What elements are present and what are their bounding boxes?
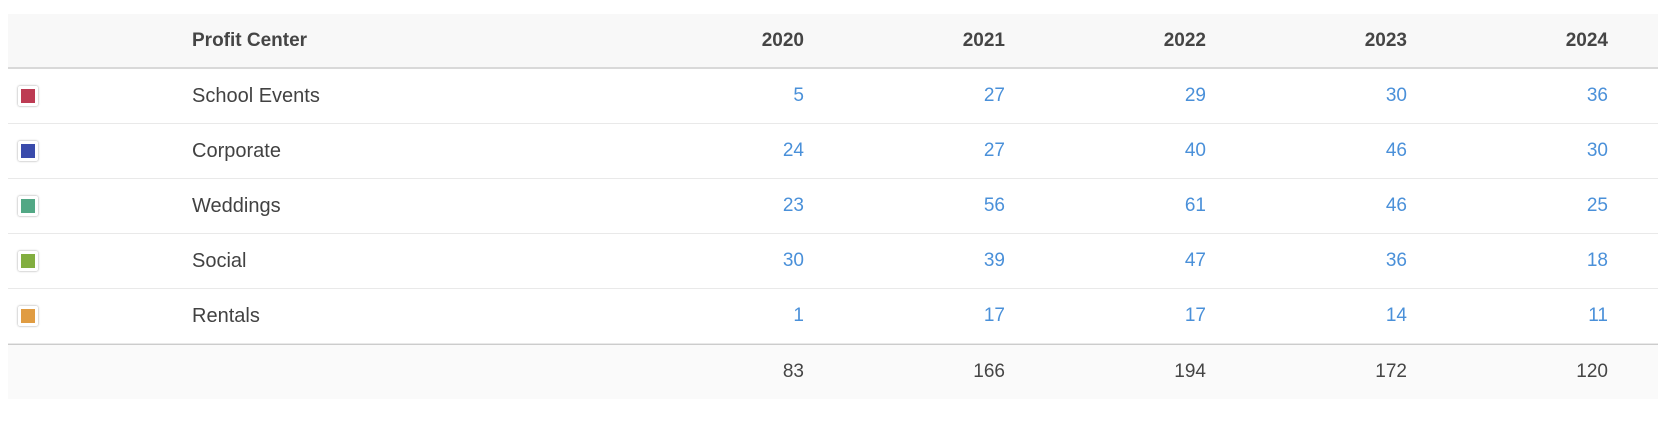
value-social-2020[interactable]: 30 [782, 250, 804, 271]
value-school-events-2024[interactable]: 36 [1586, 85, 1608, 106]
value-corporate-2023[interactable]: 46 [1385, 140, 1407, 161]
table-header-row: Profit Center 2020 2021 2022 2023 2024 [8, 14, 1658, 69]
value-corporate-2020[interactable]: 24 [782, 140, 804, 161]
table-row-school-events: School Events 5 27 29 30 36 [8, 69, 1658, 124]
value-social-2022[interactable]: 47 [1184, 250, 1206, 271]
table-row-weddings: Weddings 23 56 61 46 25 [8, 179, 1658, 234]
row-label: Weddings [192, 194, 281, 217]
swatch-cell [8, 141, 192, 161]
value-school-events-2022[interactable]: 29 [1184, 85, 1206, 106]
rentals-legend-swatch [18, 306, 38, 326]
value-rentals-2020[interactable]: 1 [793, 305, 804, 326]
swatch-cell [8, 251, 192, 271]
value-corporate-2021[interactable]: 27 [983, 140, 1005, 161]
weddings-legend-swatch [18, 196, 38, 216]
swatch-cell [8, 306, 192, 326]
table-row-rentals: Rentals 1 17 17 14 11 [8, 289, 1658, 344]
value-rentals-2022[interactable]: 17 [1184, 305, 1206, 326]
social-legend-swatch [18, 251, 38, 271]
table-row-corporate: Corporate 24 27 40 46 30 [8, 124, 1658, 179]
value-weddings-2022[interactable]: 61 [1184, 195, 1206, 216]
swatch-cell [8, 196, 192, 216]
column-header-2021: 2021 [962, 29, 1005, 51]
swatch-cell [8, 86, 192, 106]
value-social-2023[interactable]: 36 [1385, 250, 1407, 271]
row-label: Social [192, 249, 247, 272]
profit-center-table: Profit Center 2020 2021 2022 2023 2024 S… [8, 14, 1658, 399]
value-social-2021[interactable]: 39 [983, 250, 1005, 271]
value-corporate-2024[interactable]: 30 [1586, 140, 1608, 161]
column-header-2023: 2023 [1364, 29, 1407, 51]
total-2024: 120 [1576, 361, 1608, 382]
column-header-2024: 2024 [1565, 29, 1608, 51]
value-school-events-2021[interactable]: 27 [983, 85, 1005, 106]
row-label: Rentals [192, 304, 260, 327]
column-header-profit-center: Profit Center [192, 29, 308, 51]
value-corporate-2022[interactable]: 40 [1184, 140, 1206, 161]
table-totals-row: 83 166 194 172 120 [8, 344, 1658, 399]
value-weddings-2020[interactable]: 23 [782, 195, 804, 216]
row-label: School Events [192, 84, 320, 107]
table-row-social: Social 30 39 47 36 18 [8, 234, 1658, 289]
column-header-2022: 2022 [1163, 29, 1206, 51]
value-weddings-2023[interactable]: 46 [1385, 195, 1407, 216]
value-social-2024[interactable]: 18 [1586, 250, 1608, 271]
value-school-events-2020[interactable]: 5 [793, 85, 804, 106]
total-2022: 194 [1174, 361, 1206, 382]
total-2023: 172 [1375, 361, 1407, 382]
value-school-events-2023[interactable]: 30 [1385, 85, 1407, 106]
row-label: Corporate [192, 139, 281, 162]
value-rentals-2024[interactable]: 11 [1588, 305, 1608, 326]
column-header-2020: 2020 [761, 29, 804, 51]
value-weddings-2021[interactable]: 56 [983, 195, 1005, 216]
corporate-legend-swatch [18, 141, 38, 161]
value-rentals-2021[interactable]: 17 [983, 305, 1005, 326]
total-2020: 83 [782, 361, 804, 382]
school-events-legend-swatch [18, 86, 38, 106]
total-2021: 166 [973, 361, 1005, 382]
value-rentals-2023[interactable]: 14 [1385, 305, 1407, 326]
value-weddings-2024[interactable]: 25 [1586, 195, 1608, 216]
